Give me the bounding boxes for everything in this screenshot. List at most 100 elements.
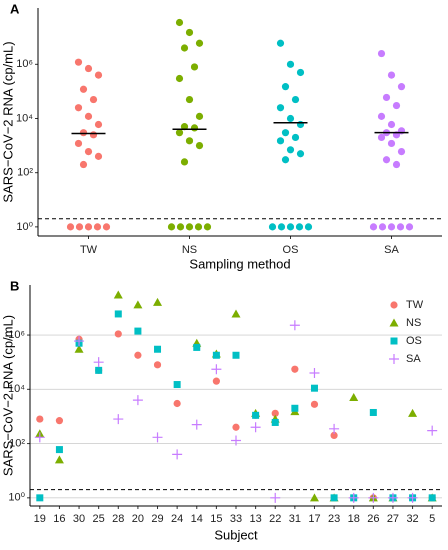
y-axis-title: SARS−CoV−2 RNA (cp/mL) [0,315,15,476]
x-tick-label: 13 [249,513,261,525]
point [84,64,93,73]
point [175,18,184,27]
point [348,492,359,503]
point [36,494,44,502]
point [134,327,142,335]
point [277,223,286,231]
point [173,399,181,408]
point [185,28,194,37]
point [54,455,64,464]
point [172,449,183,460]
point [276,39,285,47]
point [397,83,406,91]
x-tick-label: NS [182,244,197,256]
point [211,364,222,375]
point [193,343,201,351]
point [250,422,261,433]
x-tick-label: 20 [132,513,144,525]
legend-label: SA [406,353,421,365]
x-tick-label: 29 [151,513,163,525]
point [175,74,184,83]
point [66,223,75,231]
legend-marker [390,337,398,345]
point [382,93,391,102]
point [180,158,189,166]
point [94,120,103,129]
point [281,83,290,91]
point [94,71,103,79]
point [427,425,438,436]
point [212,377,220,385]
x-tick-label: 24 [171,513,183,525]
x-tick-label: 26 [367,513,379,525]
x-tick-label: 23 [328,513,340,525]
x-tick-label: 28 [112,513,124,525]
legend-marker [389,318,399,327]
point [330,494,338,502]
point [407,492,418,503]
point [74,104,83,112]
point [79,85,88,93]
point [286,60,295,68]
point [203,223,212,231]
point [185,95,194,104]
point [408,408,418,417]
point [387,223,396,231]
point [291,133,300,142]
point [113,414,124,425]
point [167,223,176,231]
point [369,408,377,416]
point [79,160,88,169]
point [276,104,285,112]
x-tick-label: 18 [348,513,360,525]
point [405,223,414,231]
x-tick-label: 31 [289,513,301,525]
point [387,120,396,129]
point [349,392,359,401]
point [231,309,241,318]
point [84,148,93,156]
legend-marker [390,301,398,309]
x-tick-label: OS [283,244,299,256]
point [89,95,98,104]
point [368,492,379,503]
point [387,492,398,503]
point [231,435,241,446]
point [252,411,260,419]
point [296,150,305,158]
point [180,44,189,52]
point [291,365,299,373]
point [173,381,181,389]
point [102,223,111,231]
point [113,290,123,299]
y-tick-label: 10⁰ [16,221,33,233]
x-axis-title: Subject [214,527,258,542]
point [180,123,189,131]
point [195,39,204,47]
point [232,423,240,431]
point [75,223,84,231]
point [176,223,185,231]
point [291,404,299,412]
point [55,446,63,454]
x-tick-label: 25 [93,513,105,525]
x-tick-label: TW [80,244,98,256]
point [271,418,279,426]
legend-label: NS [406,317,421,329]
x-tick-label: 27 [387,513,399,525]
point [93,223,102,231]
point [185,137,194,145]
y-tick-label: 10² [17,167,33,179]
x-tick-label: 15 [210,513,222,525]
point [94,152,103,160]
point [36,415,44,423]
point [329,423,340,434]
point [84,223,93,231]
point [195,112,204,120]
x-tick-label: 33 [230,513,242,525]
point [295,223,304,231]
point [95,366,103,374]
point [276,137,285,145]
point [195,141,204,150]
point [296,68,305,77]
